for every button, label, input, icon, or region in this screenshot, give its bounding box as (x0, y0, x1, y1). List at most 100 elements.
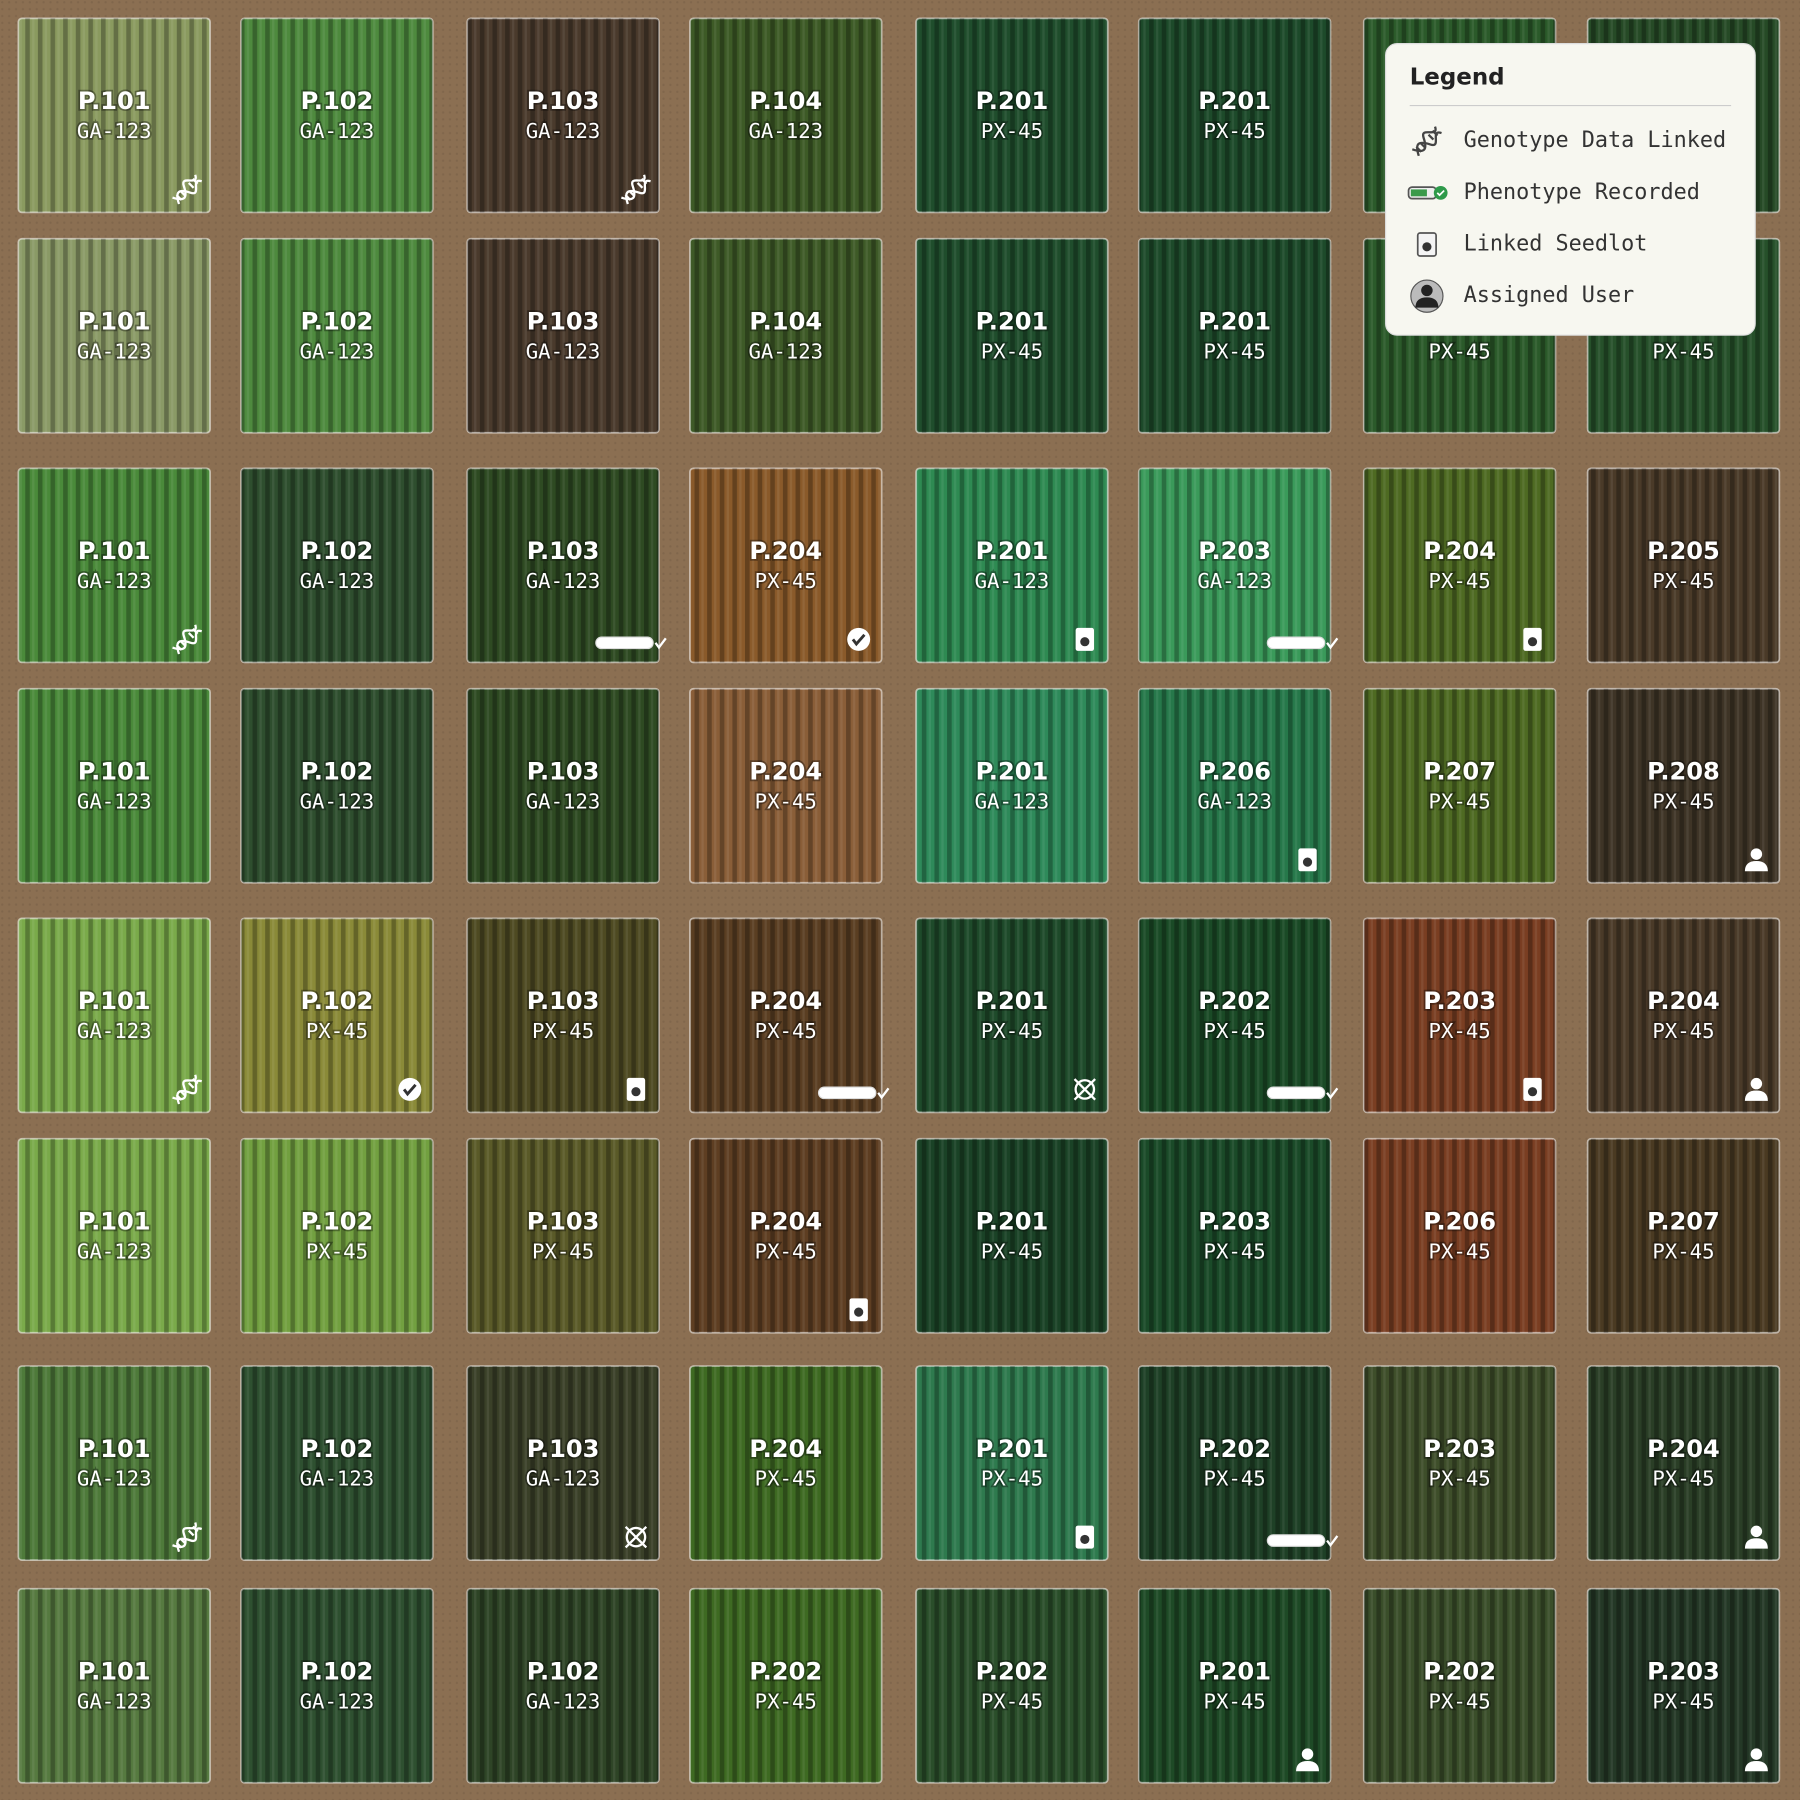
misc-x (624, 1525, 648, 1549)
plot-tile: P.103 GA-123 (466, 17, 660, 214)
legend: Legend Genotype Data Linked Phenotype Rec… (1385, 43, 1756, 336)
seed (1527, 637, 1538, 647)
plot-tile: P.204 PX-45 (689, 1365, 883, 1561)
plot-label: P.102 (301, 308, 374, 336)
plot-label: P.201 (976, 1435, 1049, 1463)
crop-rows (1363, 918, 1556, 1113)
plot-tile: P.208 PX-45 (1586, 687, 1781, 884)
plot-tile: P.102 GA-123 (240, 1587, 434, 1784)
plot-tile: P.102 PX-45 (240, 917, 434, 1114)
icon-genotype (620, 174, 651, 205)
crop-rows (18, 918, 211, 1113)
crop-rows (1138, 1588, 1331, 1783)
crop-rows (1138, 1366, 1331, 1561)
plot-tile: P.103 GA-123 (466, 687, 660, 884)
body (1744, 860, 1768, 872)
plot-tile: P.201 PX-45 (1137, 1587, 1332, 1784)
rung (640, 178, 648, 185)
plot-tile: P.207 PX-45 (1362, 687, 1557, 884)
crop-rows (1363, 1588, 1556, 1783)
plot-code: GA-123 (526, 1467, 601, 1491)
crop-rows (1587, 468, 1780, 663)
head (1750, 1525, 1763, 1538)
plot-code: PX-45 (755, 789, 817, 813)
tick (1326, 1535, 1339, 1548)
plot-code: PX-45 (1429, 339, 1491, 363)
seed (1422, 242, 1432, 252)
crop-rows (18, 688, 211, 883)
crop-rows (467, 468, 659, 663)
crop-rows (241, 1366, 433, 1561)
plot-code: GA-123 (77, 789, 152, 813)
body (1744, 1760, 1768, 1772)
plot-code: PX-45 (981, 119, 1043, 143)
plot-label: P.101 (78, 987, 151, 1015)
plot-code: PX-45 (1652, 1239, 1714, 1263)
plot-code: PX-45 (755, 1689, 817, 1713)
icon-genotype (172, 1522, 203, 1553)
plot-code: GA-123 (300, 119, 375, 143)
plot-tile: P.204 PX-45 (1362, 467, 1557, 664)
icon-phenotype (1266, 1534, 1339, 1548)
plot-tile: P.102 PX-45 (240, 1137, 434, 1334)
plot-label: P.201 (976, 87, 1049, 115)
crop-rows (241, 688, 433, 883)
rung (175, 1094, 183, 1101)
plot-code: PX-45 (1652, 1689, 1714, 1713)
plot-label: P.201 (1198, 308, 1271, 336)
rung (636, 182, 644, 189)
helix (1411, 126, 1442, 157)
rung (624, 194, 632, 201)
crop-rows (467, 1138, 659, 1333)
plot-code: PX-45 (306, 1019, 368, 1043)
crop-rows (1138, 918, 1331, 1113)
crop-rows (467, 918, 659, 1113)
plot-label: P.207 (1423, 758, 1496, 786)
plot-tile: P.104 GA-123 (689, 17, 883, 214)
plot-label: P.102 (301, 87, 374, 115)
seed (854, 1307, 864, 1317)
plot-code: PX-45 (532, 1019, 594, 1043)
plot-code: GA-123 (77, 1239, 152, 1263)
plot-tile: P.203 PX-45 (1586, 1587, 1781, 1784)
misc (625, 1526, 647, 1548)
plot-code: GA-123 (77, 1019, 152, 1043)
plot-label: P.102 (301, 1658, 374, 1686)
plot-tile: P.203 PX-45 (1137, 1137, 1332, 1334)
crop-rows (18, 1588, 211, 1783)
plot-code: PX-45 (1429, 1689, 1491, 1713)
rung (175, 1541, 183, 1549)
plot-label: P.103 (527, 987, 600, 1015)
crop-rows (689, 1366, 882, 1561)
icon-seedlot (1523, 627, 1542, 651)
crop-rows (689, 18, 882, 213)
rung (187, 182, 195, 189)
plot-tile: P.201 PX-45 (915, 17, 1109, 214)
plot-code: PX-45 (755, 1019, 817, 1043)
plot-tile: P.201 PX-45 (915, 1137, 1109, 1334)
plot-label: P.203 (1423, 1435, 1496, 1463)
seed (1527, 1087, 1538, 1097)
icon-seedlot (626, 1077, 646, 1101)
crop-rows (689, 688, 882, 883)
plot-code: PX-45 (1204, 1019, 1266, 1043)
crop-rows (916, 18, 1108, 213)
crop-rows (241, 238, 433, 433)
plot-code: GA-123 (77, 1467, 152, 1491)
plot-code: PX-45 (532, 1239, 594, 1263)
crop-rows (689, 238, 882, 433)
plot-label: P.201 (976, 1208, 1049, 1236)
head (1421, 284, 1433, 297)
plot-tile: P.101 GA-123 (17, 1587, 211, 1784)
plot-code: PX-45 (1429, 569, 1491, 593)
plot-label: P.202 (1198, 1435, 1271, 1463)
plot-code: PX-45 (1652, 569, 1714, 593)
plot-tile: P.101 GA-123 (17, 1137, 211, 1334)
crop-rows (689, 918, 882, 1113)
plot-tile: P.102 GA-123 (240, 17, 434, 214)
crop-rows (241, 468, 433, 663)
plot-code: GA-123 (77, 339, 152, 363)
plot-label: P.202 (749, 1658, 822, 1686)
plot-label: P.201 (976, 758, 1049, 786)
seed (631, 1087, 641, 1097)
